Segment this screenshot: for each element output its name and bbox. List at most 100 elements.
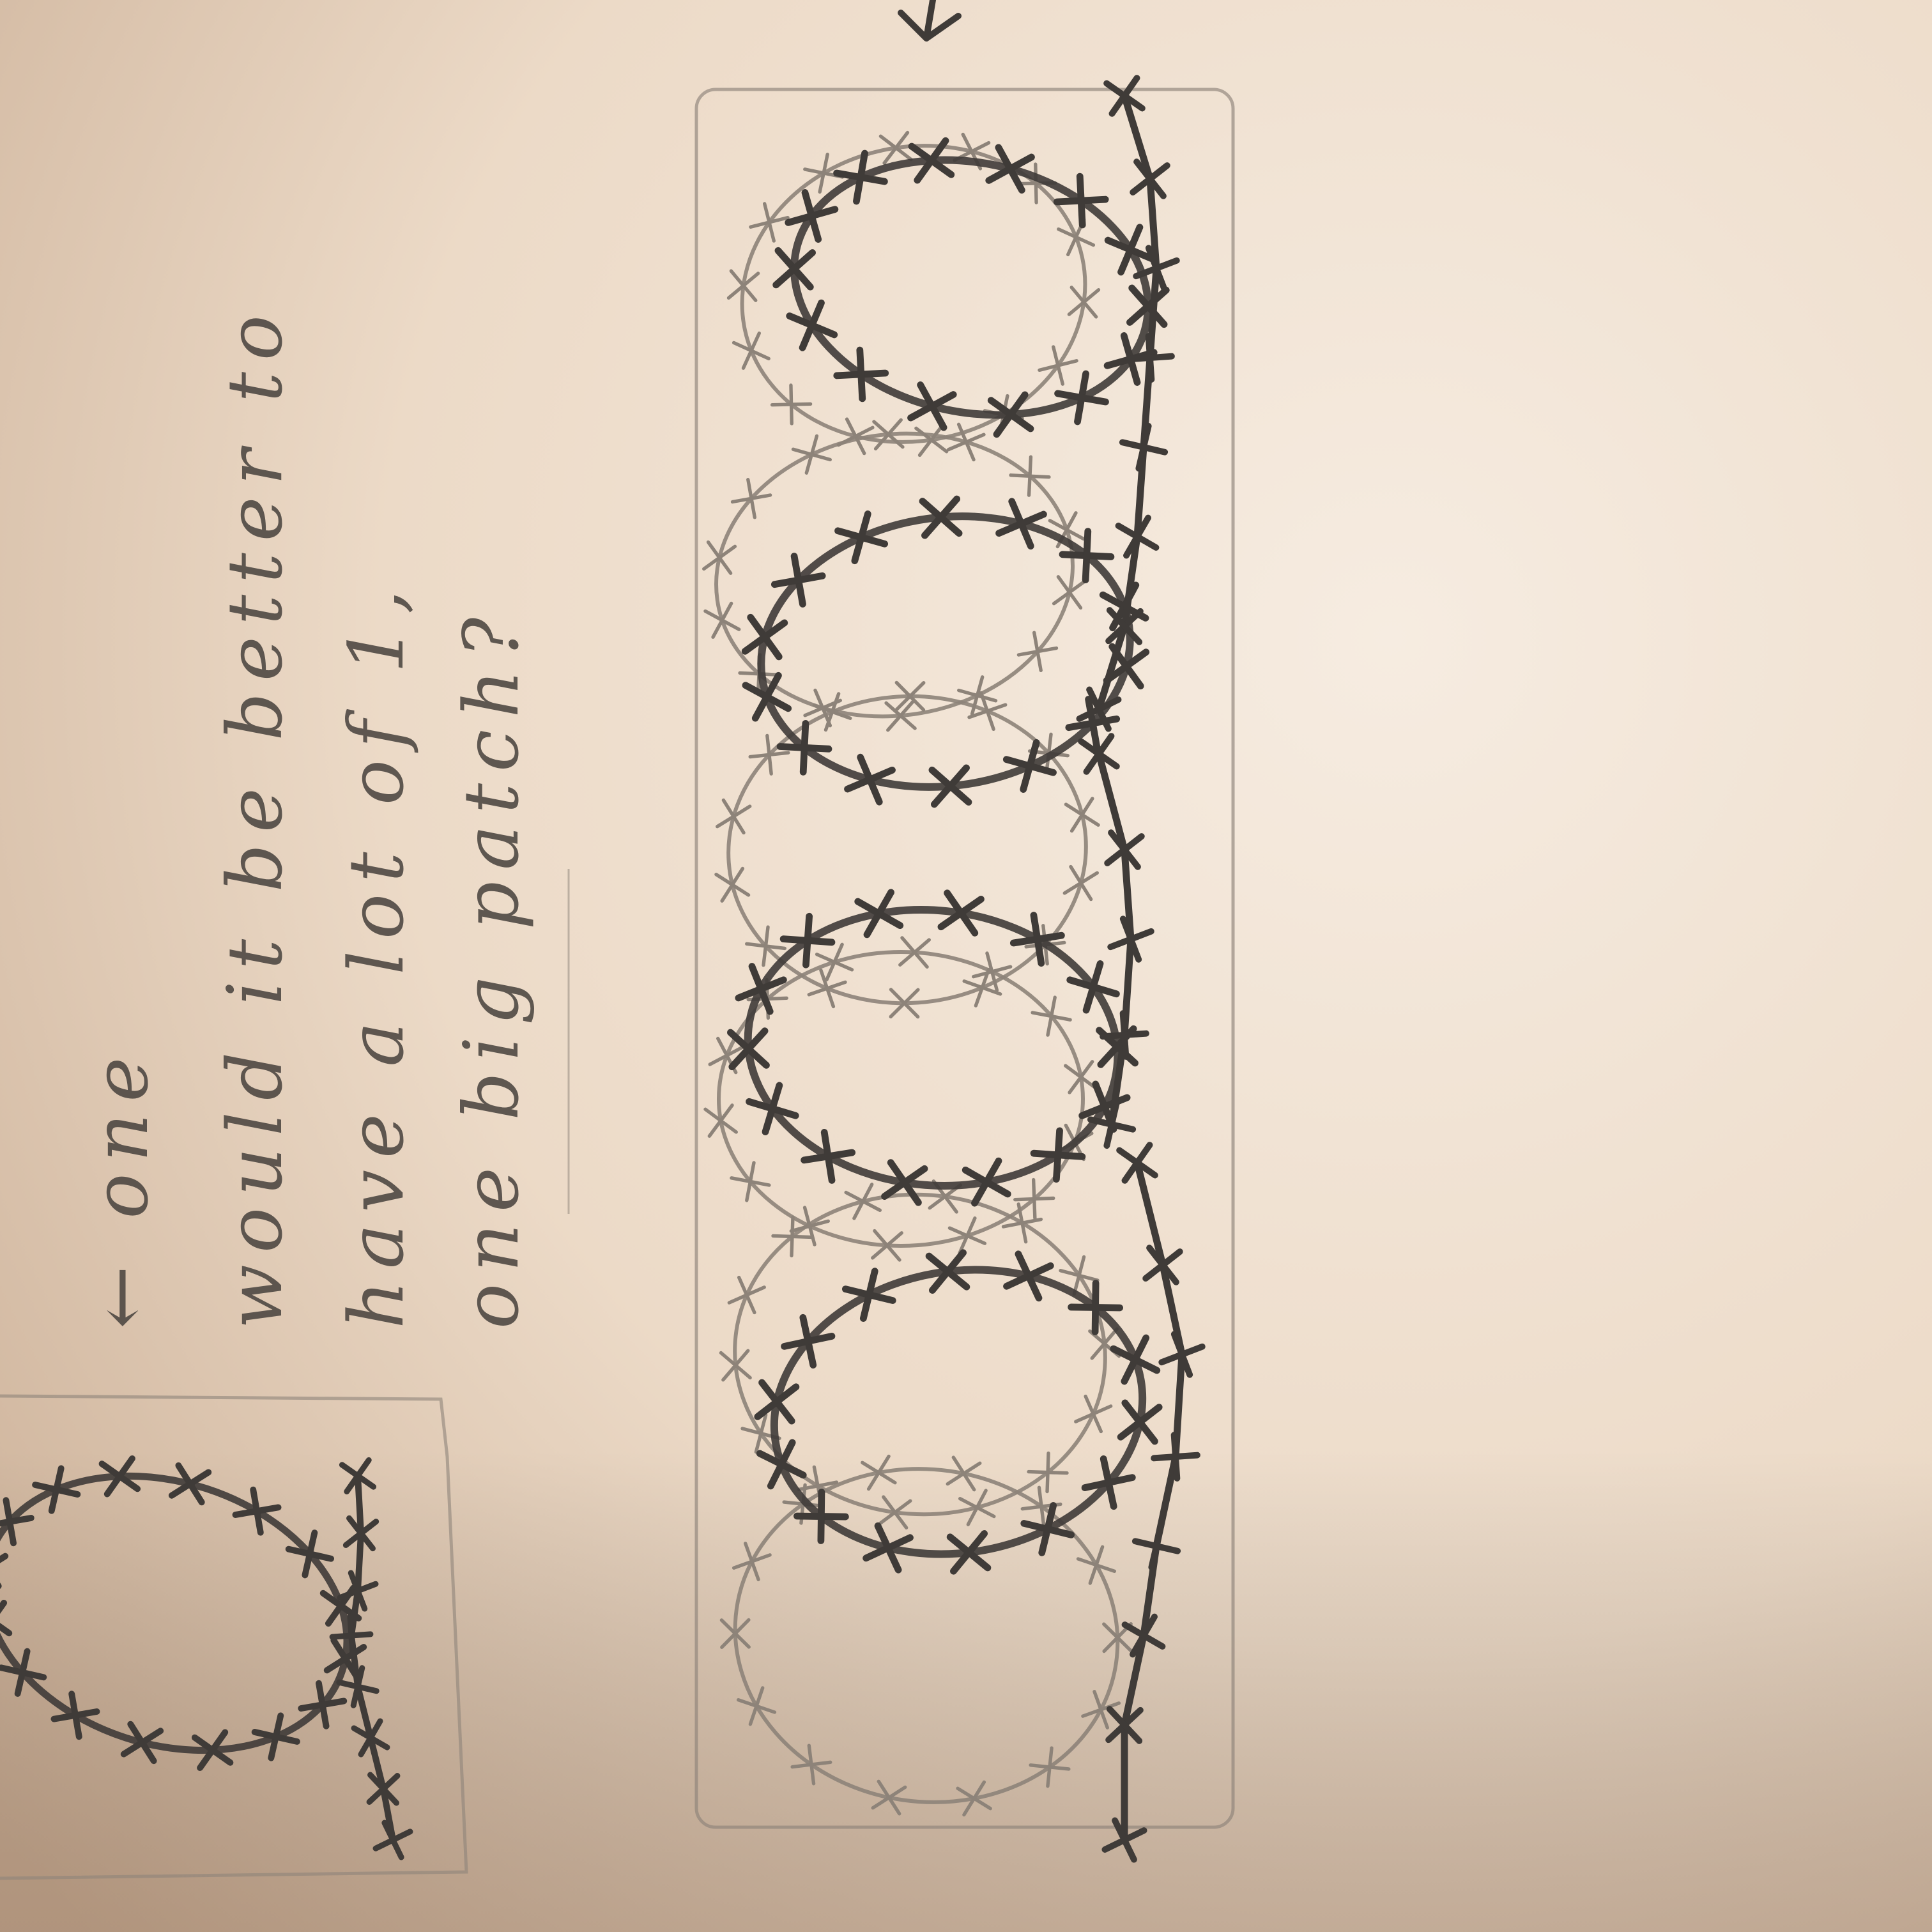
barb-mark bbox=[1065, 696, 1121, 751]
barb-mark bbox=[1117, 1399, 1163, 1445]
barb-mark bbox=[732, 1542, 772, 1581]
barb-mark bbox=[1009, 912, 1065, 967]
barb-mark bbox=[770, 553, 826, 608]
barb-mark bbox=[232, 1486, 282, 1536]
barb-mark bbox=[881, 1159, 928, 1206]
barb-mark bbox=[946, 1455, 982, 1492]
barb-mark bbox=[985, 144, 1035, 194]
barb-mark bbox=[833, 346, 889, 402]
barb-mark bbox=[1131, 1521, 1181, 1571]
barb-mark bbox=[1062, 864, 1099, 901]
barb-mark bbox=[1081, 1690, 1121, 1729]
barb-mark bbox=[0, 1648, 47, 1697]
barb-mark bbox=[1057, 218, 1096, 257]
barb-mark bbox=[1105, 607, 1144, 645]
barb-mark bbox=[854, 889, 904, 939]
barb-mark bbox=[1158, 1331, 1206, 1378]
handwritten-note: ← one would it be better to have a lot o… bbox=[51, 0, 626, 1342]
bold-loop bbox=[741, 495, 1150, 808]
barb-mark bbox=[366, 1772, 401, 1806]
barb-mark bbox=[120, 1721, 164, 1765]
barb-mark bbox=[1029, 1746, 1071, 1788]
barb-mark bbox=[1064, 1060, 1098, 1094]
barb-mark bbox=[844, 1183, 882, 1220]
barb-mark bbox=[1104, 829, 1145, 870]
barb-mark bbox=[878, 130, 913, 165]
barb-mark bbox=[703, 1103, 738, 1138]
barb-mark bbox=[928, 764, 972, 808]
ghost-loop bbox=[702, 418, 1087, 732]
loop-stroke bbox=[0, 1472, 351, 1754]
barb-mark bbox=[298, 1680, 348, 1729]
barb-mark bbox=[1116, 1142, 1158, 1184]
barb-mark bbox=[898, 936, 931, 969]
barb-mark bbox=[834, 510, 889, 565]
barb-mark bbox=[726, 269, 760, 302]
barb-mark bbox=[730, 1161, 771, 1202]
barb-mark bbox=[779, 912, 836, 969]
barb-mark bbox=[756, 1439, 807, 1490]
barb-mark bbox=[1103, 75, 1146, 117]
bold-loop bbox=[772, 137, 1170, 438]
barb-mark bbox=[0, 1599, 13, 1642]
barb-mark bbox=[703, 601, 741, 639]
barb-mark bbox=[1142, 1245, 1183, 1285]
patch-frame bbox=[694, 88, 1235, 1829]
barb-mark bbox=[727, 1275, 766, 1315]
barb-mark bbox=[1110, 1334, 1161, 1385]
barb-mark bbox=[716, 798, 752, 835]
barb-mark bbox=[956, 1780, 992, 1817]
barb-mark bbox=[844, 753, 896, 806]
barb-mark bbox=[714, 866, 751, 903]
barb-mark bbox=[947, 1216, 987, 1255]
swatch-strand bbox=[329, 1457, 413, 1860]
arrow-icon bbox=[898, 0, 962, 42]
barb-mark bbox=[702, 540, 737, 575]
barb-mark bbox=[771, 1215, 813, 1258]
barb-mark bbox=[1054, 370, 1109, 425]
barb-mark bbox=[191, 1729, 234, 1771]
barb-mark bbox=[1027, 1451, 1069, 1494]
barb-mark bbox=[337, 1570, 379, 1612]
barb-mark bbox=[50, 1690, 100, 1740]
barb-mark bbox=[841, 1268, 896, 1322]
barb-mark bbox=[877, 1495, 912, 1529]
barb-mark bbox=[732, 331, 770, 370]
barb-mark bbox=[1076, 1545, 1117, 1585]
barb-mark bbox=[772, 247, 816, 291]
barb-mark bbox=[962, 1157, 1011, 1207]
barb-mark bbox=[894, 680, 926, 712]
bold-loop bbox=[727, 889, 1138, 1207]
barb-mark bbox=[1115, 514, 1160, 559]
barb-mark bbox=[251, 1712, 300, 1761]
barb-mark bbox=[1020, 1502, 1075, 1556]
barb-mark bbox=[1125, 333, 1175, 383]
swatch-loop bbox=[0, 1455, 367, 1771]
barb-mark bbox=[748, 733, 790, 776]
loop-stroke bbox=[733, 1192, 1107, 1517]
small-barbed-loop-swatch bbox=[0, 1394, 468, 1880]
barb-mark bbox=[285, 1529, 335, 1579]
strand-stroke bbox=[348, 1473, 396, 1843]
barb-mark bbox=[745, 925, 787, 967]
barb-mark bbox=[329, 1613, 374, 1658]
ghost-loop bbox=[719, 1179, 1121, 1529]
barb-mark bbox=[1053, 172, 1109, 229]
barb-mark bbox=[168, 1462, 212, 1506]
loop-stroke bbox=[726, 694, 1088, 1006]
barb-mark bbox=[962, 967, 1002, 1008]
barb-mark bbox=[947, 422, 986, 462]
barb-mark bbox=[907, 381, 957, 431]
barb-mark bbox=[862, 1522, 914, 1574]
barb-mark bbox=[1107, 916, 1154, 963]
barb-mark bbox=[730, 477, 772, 519]
barb-mark bbox=[0, 1497, 34, 1547]
strand-stroke bbox=[1121, 1159, 1186, 1844]
barb-mark bbox=[946, 1530, 992, 1575]
barb-mark bbox=[812, 692, 852, 732]
barb-mark bbox=[1074, 1394, 1113, 1434]
barb-mark bbox=[937, 889, 985, 937]
barb-mark bbox=[872, 418, 905, 451]
right-strand bbox=[1078, 733, 1154, 1149]
